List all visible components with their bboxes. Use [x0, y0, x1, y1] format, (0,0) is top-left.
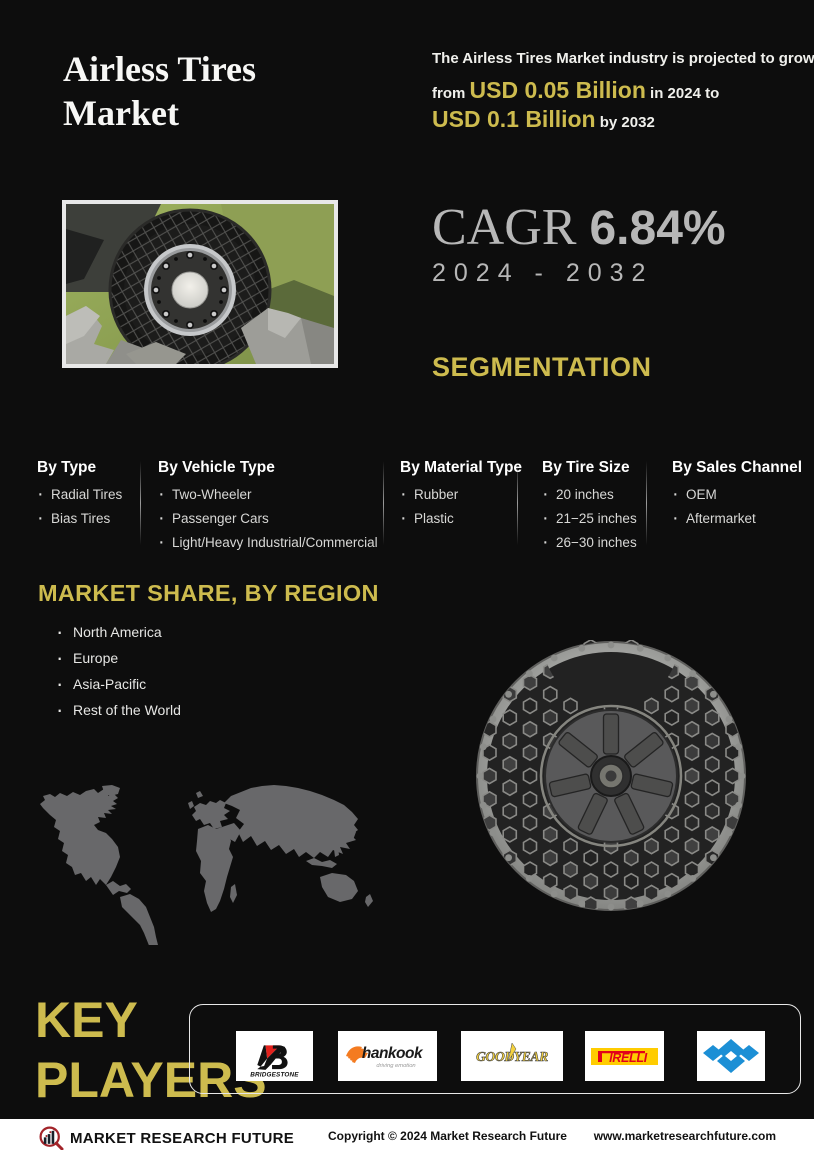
svg-text:driving emotion: driving emotion — [376, 1063, 415, 1069]
svg-text:BRIDGESTONE: BRIDGESTONE — [250, 1071, 299, 1078]
svg-text:IRELLI: IRELLI — [609, 1051, 648, 1065]
svg-text:hankook: hankook — [362, 1045, 424, 1062]
